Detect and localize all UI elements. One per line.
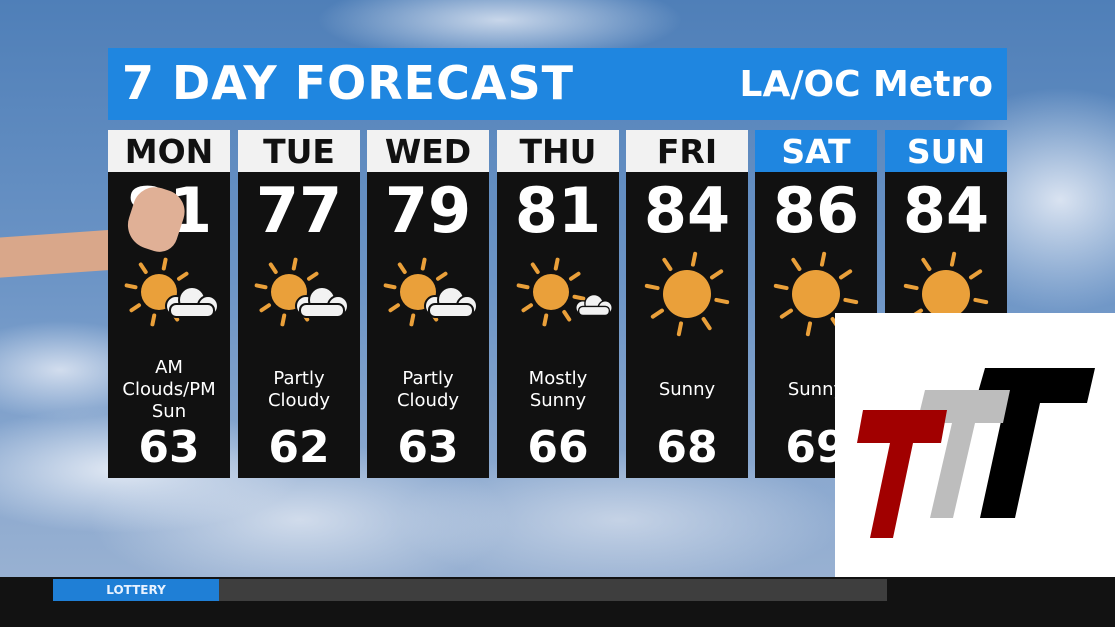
- high-temp: 86: [772, 174, 860, 247]
- day-label: SUN: [885, 130, 1007, 172]
- high-temp: 84: [902, 174, 990, 247]
- mostly-sunny-icon: [516, 257, 613, 327]
- partly-cloudy-icon: [254, 257, 349, 327]
- condition-text: Partly Cloudy: [267, 368, 331, 411]
- low-temp: 63: [397, 422, 459, 473]
- day-panel: 79 Partly Cloudy 63: [367, 172, 489, 478]
- partly-cloudy-icon: [383, 257, 478, 327]
- day-panel: 81 Mostly Sunny 66: [497, 172, 619, 478]
- day-column-mon: MON 81 AM Clouds/PM Sun 63: [108, 130, 230, 478]
- partly-cloudy-icon: [124, 257, 219, 327]
- low-temp: 68: [656, 422, 718, 473]
- day-label: SAT: [755, 130, 877, 172]
- low-temp: 62: [268, 422, 330, 473]
- sunny-icon: [903, 251, 989, 337]
- day-panel: 77 Partly Cloudy 62: [238, 172, 360, 478]
- sunny-icon: [644, 251, 730, 337]
- high-temp: 77: [255, 174, 343, 247]
- sunny-icon: [773, 251, 859, 337]
- high-temp: 79: [384, 174, 472, 247]
- condition-text: Mostly Sunny: [528, 368, 588, 411]
- bottom-ticker: LOTTERY: [0, 577, 1115, 627]
- ticker-label-lottery: LOTTERY: [53, 579, 219, 601]
- day-label: TUE: [238, 130, 360, 172]
- day-label: THU: [497, 130, 619, 172]
- day-label: WED: [367, 130, 489, 172]
- day-panel: 84 Sunny 68: [626, 172, 748, 478]
- condition-text: Sunny: [658, 379, 716, 400]
- condition-text: Sunny: [787, 379, 845, 400]
- day-column-tue: TUE 77 Partly Cloudy 62: [238, 130, 360, 478]
- ticker-bar: [219, 579, 887, 601]
- low-temp: 66: [527, 422, 589, 473]
- day-label: FRI: [626, 130, 748, 172]
- day-label: MON: [108, 130, 230, 172]
- forecast-title: 7 DAY FORECAST: [122, 56, 574, 110]
- condition-text: Partly Cloudy: [396, 368, 460, 411]
- low-temp: 63: [138, 422, 200, 473]
- forecast-header: 7 DAY FORECAST LA/OC Metro: [108, 48, 1007, 120]
- day-column-wed: WED 79 Partly Cloudy 63: [367, 130, 489, 478]
- channel-logo: [835, 313, 1115, 593]
- high-temp: 84: [643, 174, 731, 247]
- high-temp: 81: [514, 174, 602, 247]
- day-column-fri: FRI 84 Sunny 68: [626, 130, 748, 478]
- day-column-thu: THU 81 Mostly Sunny 66: [497, 130, 619, 478]
- condition-text: AM Clouds/PM Sun: [122, 357, 216, 422]
- forecast-region: LA/OC Metro: [739, 64, 993, 105]
